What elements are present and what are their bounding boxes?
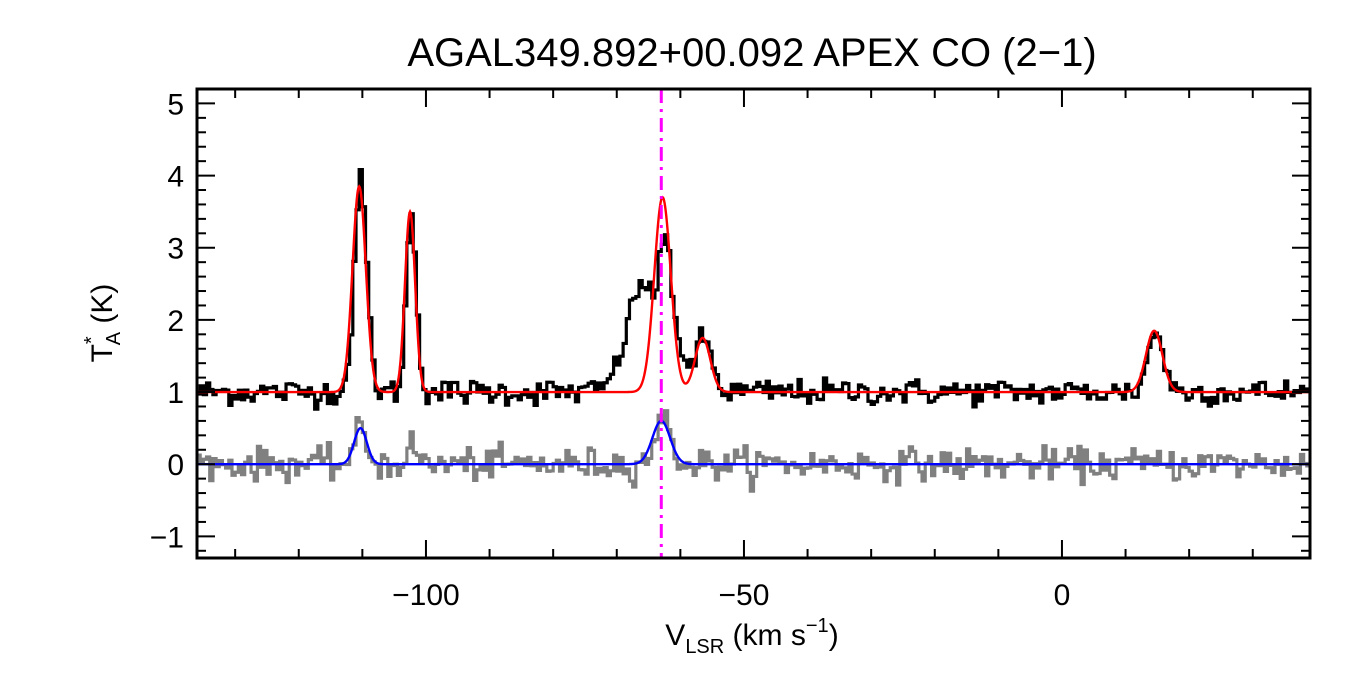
y-tick-label: 3 — [167, 233, 184, 266]
chart-title: AGAL349.892+00.092 APEX CO (2−1) — [407, 31, 1096, 75]
y-axis-label-rest: (K) — [86, 284, 119, 332]
plot-frame — [195, 87, 1312, 560]
x-axis-label-sup: −1 — [806, 615, 829, 637]
x-axis-label-close: ) — [829, 619, 839, 652]
y-axis-label-sub: A — [103, 331, 125, 345]
observed-spectrum-line — [197, 168, 1310, 417]
x-axis-label-sub: LSR — [685, 636, 724, 658]
x-axis-label-base: V — [665, 619, 685, 652]
x-tick-labels: −100 −50 0 — [392, 579, 1070, 612]
y-axis-label-base: T — [86, 344, 119, 362]
tick-layer — [197, 88, 1310, 558]
residual-fit-line — [197, 419, 1310, 466]
series-layer — [197, 168, 1310, 493]
fit-line — [197, 184, 1310, 394]
y-tick-label: 0 — [167, 449, 184, 482]
x-tick-label: 0 — [1054, 579, 1071, 612]
y-tick-label: 2 — [167, 305, 184, 338]
y-tick-label: 4 — [167, 161, 184, 194]
x-tick-label: −100 — [392, 579, 460, 612]
y-axis-label: T*A (K) — [81, 284, 125, 363]
residual-spectrum-line — [197, 409, 1310, 493]
y-axis-label-sup: * — [81, 336, 103, 344]
x-axis-label: VLSR (km s−1) — [665, 615, 838, 658]
y-tick-label: 1 — [167, 377, 184, 410]
y-tick-label: −1 — [150, 521, 184, 554]
y-tick-label: 5 — [167, 88, 184, 121]
x-tick-label: −50 — [719, 579, 770, 612]
x-axis-label-rest: (km s — [724, 619, 806, 652]
y-tick-labels: −1 0 1 2 3 4 5 — [150, 88, 184, 554]
